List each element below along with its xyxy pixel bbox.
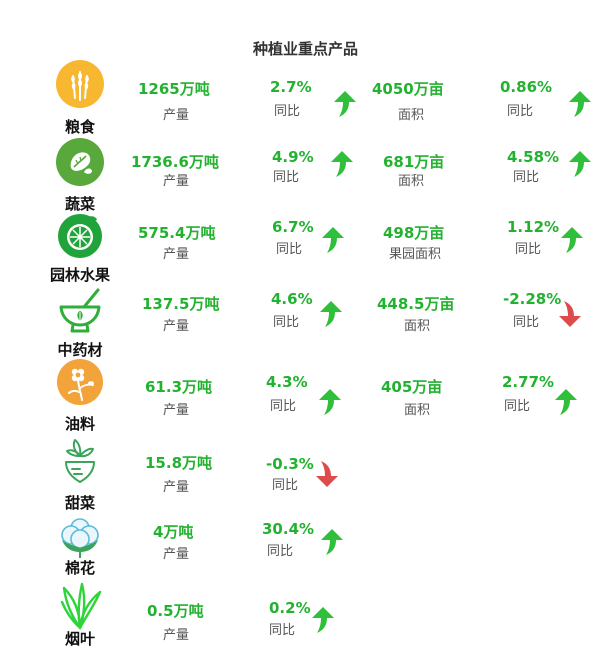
production-value: 1265万吨 [138, 80, 210, 98]
production-yoy-label: 同比 [272, 478, 299, 493]
area-yoy-label: 同比 [513, 315, 540, 330]
area-value: 448.5万亩 [377, 295, 455, 313]
mortar-pestle-icon [56, 285, 104, 333]
production-label: 产量 [163, 547, 190, 562]
production-yoy-label: 同比 [276, 242, 303, 257]
product-name: 中药材 [57, 341, 103, 359]
product-name: 棉花 [64, 559, 95, 577]
up-arrow-icon [330, 150, 354, 178]
production-label: 产量 [163, 319, 190, 334]
production-label: 产量 [163, 247, 190, 262]
product-row-herb: 中药材 137.5万吨 产量 4.6% 同比 448.5万亩 面积 -2.28%… [0, 285, 611, 365]
up-arrow-icon [318, 388, 342, 416]
cotton-icon [56, 512, 104, 560]
production-label: 产量 [163, 628, 190, 643]
product-row-tobacco: 烟叶 0.5万吨 产量 0.2% 同比 [0, 582, 611, 662]
product-row-oilseed: 油料 61.3万吨 产量 4.3% 同比 405万亩 面积 2.77% 同比 [0, 358, 611, 438]
area-yoy-value: 4.58% [507, 148, 560, 166]
down-arrow-icon [558, 300, 582, 328]
area-yoy-value: 2.77% [502, 373, 555, 391]
area-label: 面积 [398, 108, 425, 123]
production-yoy-label: 同比 [274, 104, 301, 119]
production-yoy-value: 4.6% [271, 290, 313, 308]
area-label: 面积 [404, 403, 431, 418]
area-yoy-value: 1.12% [507, 218, 560, 236]
up-arrow-icon [311, 606, 335, 634]
production-label: 产量 [163, 108, 190, 123]
down-arrow-icon [315, 460, 339, 488]
flower-icon [56, 358, 104, 406]
production-yoy-value: 30.4% [262, 520, 315, 538]
production-yoy-label: 同比 [267, 544, 294, 559]
production-yoy-label: 同比 [269, 623, 296, 638]
up-arrow-icon [560, 226, 584, 254]
vegetable-icon [56, 138, 104, 186]
production-value: 15.8万吨 [145, 454, 213, 472]
area-label: 面积 [404, 319, 431, 334]
product-name: 甜菜 [64, 494, 95, 512]
up-arrow-icon [554, 388, 578, 416]
area-yoy-label: 同比 [515, 242, 542, 257]
production-yoy-label: 同比 [273, 315, 300, 330]
area-value: 4050万亩 [372, 80, 444, 98]
production-yoy-value: -0.3% [266, 455, 314, 473]
area-yoy-label: 同比 [504, 399, 531, 414]
up-arrow-icon [321, 226, 345, 254]
production-label: 产量 [163, 174, 190, 189]
production-value: 1736.6万吨 [131, 153, 219, 171]
area-value: 405万亩 [381, 378, 443, 396]
up-arrow-icon [333, 90, 357, 118]
product-name: 蔬菜 [64, 195, 95, 213]
product-name: 粮食 [64, 118, 95, 136]
up-arrow-icon [568, 150, 592, 178]
up-arrow-icon [319, 300, 343, 328]
product-name: 油料 [64, 415, 95, 433]
product-row-cotton: 棉花 4万吨 产量 30.4% 同比 [0, 512, 611, 592]
wheat-icon [56, 60, 104, 108]
production-value: 575.4万吨 [138, 224, 216, 242]
lime-fruit-icon [56, 212, 104, 260]
product-name: 园林水果 [49, 266, 110, 284]
production-value: 137.5万吨 [142, 295, 220, 313]
production-value: 0.5万吨 [147, 602, 204, 620]
area-yoy-label: 同比 [507, 104, 534, 119]
tobacco-leaf-icon [56, 582, 104, 630]
area-yoy-value: -2.28% [503, 290, 562, 308]
production-yoy-value: 2.7% [270, 78, 312, 96]
production-yoy-value: 4.3% [266, 373, 308, 391]
production-yoy-value: 0.2% [269, 599, 311, 617]
product-row-sugar-beet: 甜菜 15.8万吨 产量 -0.3% 同比 [0, 436, 611, 516]
production-yoy-value: 6.7% [272, 218, 314, 236]
production-value: 4万吨 [153, 523, 194, 541]
up-arrow-icon [320, 528, 344, 556]
production-yoy-label: 同比 [273, 170, 300, 185]
production-value: 61.3万吨 [145, 378, 213, 396]
area-label: 面积 [398, 174, 425, 189]
product-row-fruit: 园林水果 575.4万吨 产量 6.7% 同比 498万亩 果园面积 1.12%… [0, 212, 611, 292]
area-yoy-value: 0.86% [500, 78, 553, 96]
page-title: 种植业重点产品 [252, 40, 358, 58]
area-label: 果园面积 [389, 247, 442, 262]
production-yoy-value: 4.9% [272, 148, 314, 166]
product-name: 烟叶 [64, 630, 95, 648]
area-value: 681万亩 [383, 153, 445, 171]
production-yoy-label: 同比 [270, 399, 297, 414]
up-arrow-icon [568, 90, 592, 118]
beet-icon [56, 436, 104, 484]
product-row-vegetable: 蔬菜 1736.6万吨 产量 4.9% 同比 681万亩 面积 4.58% 同比 [0, 138, 611, 218]
production-label: 产量 [163, 480, 190, 495]
area-value: 498万亩 [383, 224, 445, 242]
production-label: 产量 [163, 403, 190, 418]
area-yoy-label: 同比 [513, 170, 540, 185]
product-row-grain: 粮食 1265万吨 产量 2.7% 同比 4050万亩 面积 0.86% 同比 [0, 60, 611, 140]
